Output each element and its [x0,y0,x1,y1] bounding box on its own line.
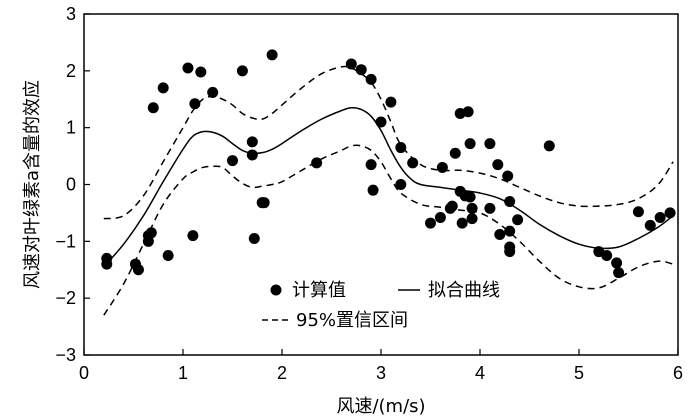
y-tick-label: −2 [55,288,76,308]
plot-frame [83,13,679,356]
data-point [365,73,377,85]
y-tick-label: 2 [66,61,76,81]
data-point [654,211,666,223]
data-point [395,179,407,190]
x-tick-label: 5 [574,363,584,383]
legend-item: 计算值 [270,280,346,301]
y-tick-label: 3 [66,4,76,24]
data-point [132,264,144,276]
data-point [504,246,516,258]
data-point [502,170,514,182]
data-point [464,138,476,150]
data-point [466,202,478,214]
data-point [365,159,377,171]
data-point [543,140,555,152]
data-point [494,229,506,241]
data-point [632,206,644,218]
data-point [101,258,113,270]
y-tick-label: −3 [55,345,76,365]
y-tick-label: 0 [66,175,76,195]
data-point [484,202,496,214]
data-point [449,147,461,159]
data-point [246,136,258,148]
data-point [162,250,174,262]
data-point [258,197,270,209]
data-point [512,214,524,226]
y-axis-title: 风速对叶绿素a含量的效应 [22,80,43,289]
data-point [492,159,504,171]
data-point [395,142,407,154]
x-tick-label: 3 [376,363,386,383]
data-point [644,219,656,231]
legend: 计算值 拟合曲线 95%置信区间 [262,280,500,331]
points-layer [101,49,676,279]
ci-lower-line [103,144,674,316]
data-point [367,184,379,196]
data-point [207,86,219,98]
data-point [311,157,323,169]
data-point [147,102,159,114]
ticks-layer: 0 1 2 3 4 5 6 −3 −2 −1 0 1 2 3 [55,4,683,383]
data-point [187,230,199,242]
data-point [355,64,367,76]
data-point [504,196,516,208]
data-point [436,161,448,173]
legend-label: 拟合曲线 [428,280,500,301]
y-tick-label: 1 [66,118,76,138]
ci-upper-line [103,65,674,220]
data-point [601,250,613,262]
data-point [157,82,169,94]
data-point [504,225,516,237]
data-point [345,58,357,70]
data-point [446,200,458,212]
data-point [227,155,238,167]
data-point [456,217,468,229]
data-point [484,138,496,150]
data-point [145,227,157,239]
x-tick-label: 6 [673,363,683,383]
data-point [375,116,387,128]
data-point [664,207,676,219]
x-tick-label: 4 [475,363,485,383]
legend-item: 拟合曲线 [398,280,500,301]
data-point [266,49,278,61]
data-point [246,149,258,161]
legend-label: 95%置信区间 [296,310,408,331]
data-point [434,211,446,223]
data-point [462,106,474,118]
legend-marker [270,284,282,296]
data-point [142,235,154,247]
legend-item: 95%置信区间 [262,310,408,331]
data-point [189,98,201,110]
x-axis-title: 风速/(m/s) [336,396,425,417]
data-point [407,157,419,169]
data-point [182,62,194,74]
data-point [464,191,476,203]
data-point [195,66,207,78]
data-point [248,232,260,244]
data-point [425,217,436,229]
x-tick-label: 0 [79,363,89,383]
legend-label: 计算值 [292,280,346,301]
data-point [236,65,248,77]
x-tick-label: 1 [178,363,188,383]
fit-curve-line [103,106,674,268]
y-tick-label: −1 [55,231,76,251]
x-tick-label: 2 [277,363,287,383]
data-point [613,267,625,279]
data-point [466,213,478,225]
data-point [385,96,397,108]
data-point [611,257,623,269]
